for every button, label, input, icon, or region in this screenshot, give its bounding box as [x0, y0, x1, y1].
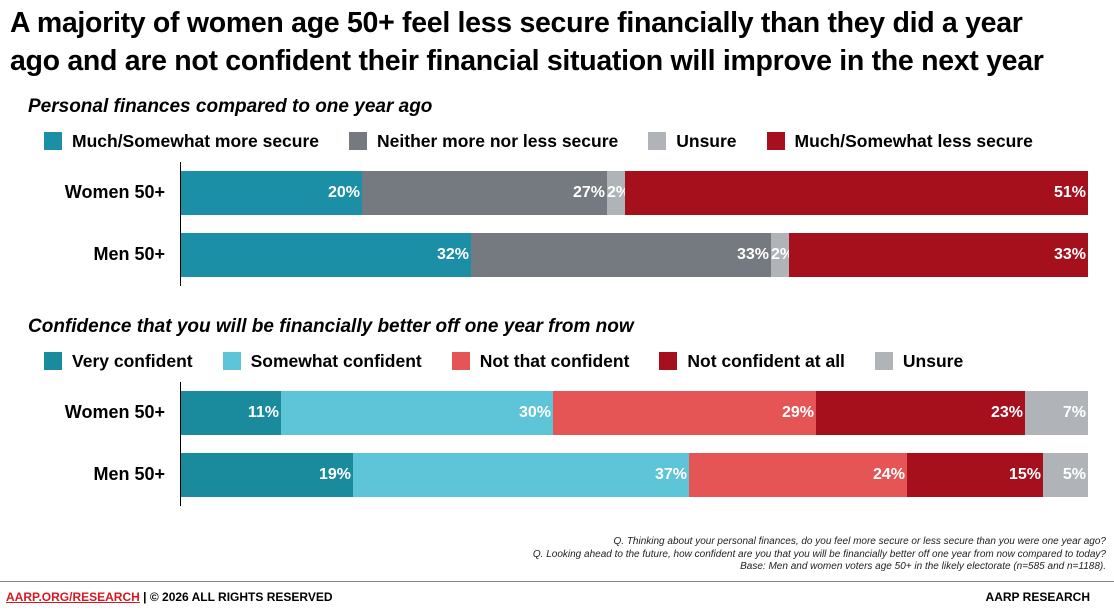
- legend-swatch: [451, 352, 470, 370]
- bar-segment-neither-more-nor-less-secure: 33%: [471, 233, 771, 277]
- legend-swatch: [44, 132, 62, 150]
- bar-segment-not-that-confident: 29%: [553, 391, 816, 435]
- bar-segment-neither-more-nor-less-secure: 27%: [362, 171, 607, 215]
- chart1-bar-men: 32% 33% 2% 33%: [181, 233, 1088, 277]
- bar-segment-much-somewhat-more-secure: 32%: [181, 233, 471, 277]
- legend-label: Unsure: [676, 130, 737, 151]
- legend-swatch: [44, 352, 62, 370]
- bar-segment-somewhat-confident: 30%: [281, 391, 553, 435]
- footer-left: AARP.ORG/RESEARCH | © 2026 ALL RIGHTS RE…: [6, 590, 333, 604]
- chart2-axis-line: [180, 382, 181, 506]
- chart2-legend-item: Very confident: [44, 351, 193, 372]
- chart2-bar-women: 11% 30% 29% 23% 7%: [181, 391, 1088, 435]
- title-line-1: A majority of women age 50+ feel less se…: [10, 7, 1023, 39]
- chart1-axis-line: [180, 162, 181, 286]
- bar-segment-very-confident: 11%: [181, 391, 281, 435]
- footer-divider: [0, 581, 1114, 582]
- chart1-legend-item: Unsure: [648, 130, 737, 152]
- legend-swatch: [874, 352, 893, 370]
- chart1-row-label: Women 50+: [64, 182, 165, 202]
- footer-brand: AARP RESEARCH: [985, 590, 1090, 604]
- bar-segment-much-somewhat-less-secure: 33%: [789, 233, 1088, 277]
- legend-swatch: [349, 132, 368, 150]
- bar-segment-not-confident-at-all: 15%: [907, 453, 1043, 497]
- chart2-row-label: Women 50+: [64, 402, 165, 422]
- legend-swatch: [659, 352, 678, 370]
- bar-segment-unsure: 5%: [1043, 453, 1088, 497]
- chart2-legend: Very confident Somewhat confident Not th…: [44, 350, 993, 372]
- legend-label: Unsure: [902, 350, 964, 371]
- legend-label: Somewhat confident: [250, 350, 422, 371]
- bar-segment-not-confident-at-all: 23%: [816, 391, 1025, 435]
- chart1-legend-item: Much/Somewhat less secure: [766, 130, 1033, 152]
- bar-segment-not-that-confident: 24%: [689, 453, 907, 497]
- legend-label: Very confident: [72, 350, 193, 371]
- legend-swatch: [766, 132, 785, 150]
- chart1-legend: Much/Somewhat more secure Neither more n…: [44, 130, 1063, 152]
- survey-notes: Q. Thinking about your personal finances…: [406, 536, 1106, 574]
- research-link[interactable]: AARP.ORG/RESEARCH: [6, 590, 140, 604]
- chart2-legend-item: Not confident at all: [659, 351, 845, 372]
- bar-segment-much-somewhat-more-secure: 20%: [181, 171, 362, 215]
- bar-segment-unsure: 2%: [607, 171, 630, 215]
- legend-label: Much/Somewhat less secure: [794, 130, 1033, 151]
- bar-segment-unsure: 7%: [1025, 391, 1088, 435]
- legend-label: Neither more nor less secure: [377, 130, 619, 151]
- copyright-text: | © 2026 ALL RIGHTS RESERVED: [139, 590, 333, 604]
- chart1-legend-item: Neither more nor less secure: [349, 131, 618, 152]
- page-title: A majority of women age 50+ feel less se…: [10, 4, 1110, 80]
- bar-segment-very-confident: 19%: [181, 453, 353, 497]
- legend-swatch: [222, 352, 241, 370]
- chart2-legend-item: Unsure: [874, 350, 964, 372]
- bar-segment-much-somewhat-less-secure: 51%: [625, 171, 1088, 215]
- legend-label: Much/Somewhat more secure: [72, 130, 320, 151]
- note-base: Base: Men and women voters age 50+ in th…: [740, 561, 1106, 572]
- bar-segment-somewhat-confident: 37%: [353, 453, 689, 497]
- chart2-legend-item: Somewhat confident: [222, 350, 422, 372]
- chart1-title: Personal finances compared to one year a…: [28, 96, 433, 117]
- note-question-1: Q. Thinking about your personal finances…: [613, 536, 1106, 547]
- note-question-2: Q. Looking ahead to the future, how conf…: [532, 548, 1106, 560]
- legend-label: Not that confident: [479, 350, 630, 371]
- legend-swatch: [648, 132, 667, 150]
- chart2-legend-item: Not that confident: [451, 350, 630, 372]
- chart2-bar-men: 19% 37% 24% 15% 5%: [181, 453, 1088, 497]
- chart1-bar-women: 20% 27% 2% 51%: [181, 171, 1088, 215]
- chart1-legend-item: Much/Somewhat more secure: [44, 131, 319, 152]
- legend-label: Not confident at all: [687, 350, 845, 371]
- chart1-row-label: Men 50+: [93, 244, 165, 264]
- title-line-2: ago and are not confident their financia…: [10, 45, 1044, 77]
- bar-segment-unsure: 2%: [771, 233, 794, 277]
- chart2-row-label: Men 50+: [93, 464, 165, 484]
- chart2-title: Confidence that you will be financially …: [28, 316, 634, 337]
